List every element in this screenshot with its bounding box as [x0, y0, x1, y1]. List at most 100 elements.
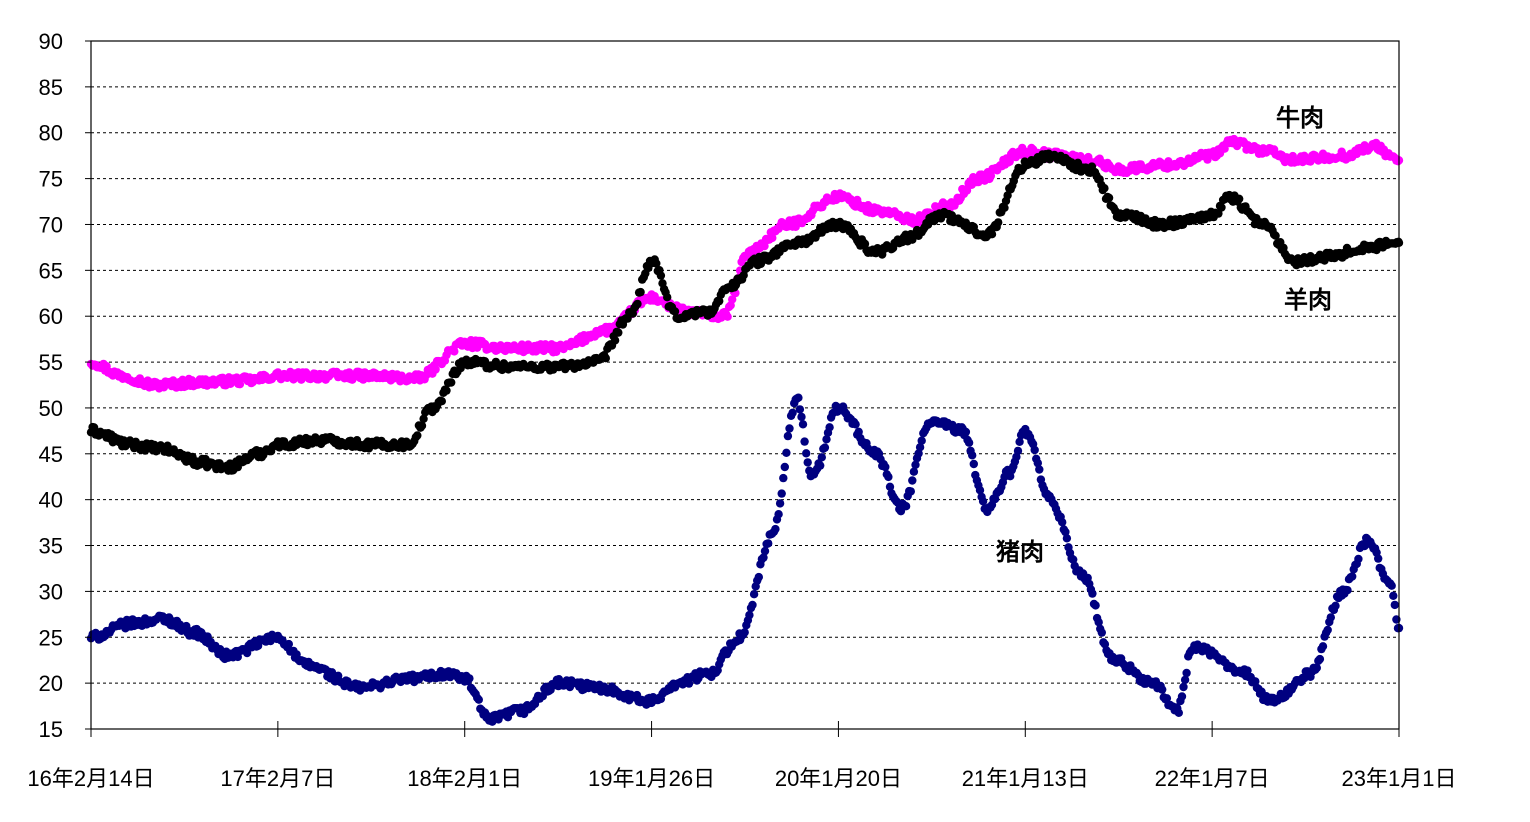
data-point — [465, 674, 474, 683]
data-point — [1162, 694, 1172, 703]
x-tick-label: 17年2月7日 — [220, 766, 335, 791]
data-point — [961, 427, 971, 437]
data-point — [1097, 628, 1107, 637]
data-point — [788, 408, 797, 417]
data-point — [1374, 554, 1383, 563]
y-tick-label: 45 — [39, 442, 63, 467]
y-tick-label: 75 — [39, 167, 63, 192]
x-tick-label: 21年1月13日 — [962, 766, 1089, 791]
data-point — [1331, 601, 1340, 610]
data-point — [914, 449, 923, 458]
x-tick-label: 16年2月14日 — [27, 766, 154, 791]
data-point — [978, 497, 988, 506]
data-point — [1217, 203, 1226, 212]
data-point — [901, 502, 911, 511]
data-point — [911, 460, 920, 469]
data-point — [1035, 465, 1044, 474]
data-point — [1100, 184, 1109, 193]
data-point — [1091, 601, 1100, 610]
data-point — [803, 458, 812, 467]
data-point — [242, 648, 252, 658]
data-point — [1058, 518, 1067, 527]
data-point — [1088, 589, 1097, 598]
data-point — [962, 186, 972, 195]
data-point — [851, 420, 860, 429]
data-point — [636, 287, 645, 297]
data-point — [1251, 677, 1260, 686]
data-point — [1069, 555, 1078, 564]
y-tick-label: 30 — [39, 579, 63, 604]
data-point — [797, 412, 806, 422]
data-point — [802, 449, 811, 458]
data-point — [800, 437, 809, 446]
data-point — [915, 443, 925, 452]
data-point — [715, 296, 724, 306]
data-point — [1013, 446, 1023, 456]
data-point — [822, 435, 831, 444]
grid-layer — [91, 86, 1399, 684]
data-point — [760, 546, 770, 556]
data-point — [1062, 534, 1072, 543]
data-point — [1182, 668, 1191, 678]
data-point — [652, 259, 661, 268]
data-point — [994, 218, 1003, 227]
data-point — [1180, 675, 1190, 685]
data-point — [906, 487, 915, 496]
data-point — [656, 271, 666, 280]
data-point — [759, 553, 768, 562]
y-tick-label: 15 — [39, 717, 63, 742]
data-point — [748, 600, 757, 610]
data-point — [860, 239, 870, 249]
data-point — [745, 610, 754, 620]
data-point — [969, 459, 978, 469]
x-tick-label: 18年2月1日 — [407, 766, 522, 791]
plot-frame — [90, 40, 1400, 730]
data-point — [447, 378, 456, 387]
data-point — [923, 220, 933, 229]
data-point — [670, 307, 680, 316]
data-point — [884, 472, 893, 482]
data-point — [1179, 682, 1188, 692]
y-tick-label: 90 — [39, 29, 63, 54]
data-point — [1343, 586, 1352, 595]
data-point — [1318, 642, 1328, 651]
data-point — [780, 462, 789, 472]
data-point — [1390, 600, 1400, 610]
data-point — [1323, 625, 1332, 635]
data-point — [825, 423, 834, 432]
data-point — [854, 427, 863, 436]
data-point — [1177, 692, 1187, 701]
data-point — [754, 572, 763, 582]
data-point — [218, 373, 227, 382]
data-point — [774, 510, 783, 519]
data-point — [450, 347, 459, 356]
data-point — [817, 453, 826, 462]
data-point — [1326, 613, 1336, 622]
data-point — [798, 420, 808, 429]
y-tick-label: 40 — [39, 488, 63, 513]
annotation-mutton: 羊肉 — [1284, 285, 1332, 314]
data-point — [768, 233, 777, 243]
data-point — [1005, 157, 1014, 166]
y-tick-label: 60 — [39, 304, 63, 329]
y-tick-label: 80 — [39, 121, 63, 146]
data-point — [1354, 554, 1363, 564]
data-point — [1315, 654, 1325, 664]
y-tick-label: 65 — [39, 258, 63, 283]
y-tick-label: 50 — [39, 396, 63, 421]
data-point — [779, 473, 788, 483]
data-point — [473, 343, 482, 352]
data-point — [413, 431, 422, 440]
x-tick-label: 20年1月20日 — [775, 766, 902, 791]
data-point — [1348, 572, 1357, 581]
data-point — [1312, 663, 1322, 673]
data-point — [1174, 708, 1184, 717]
data-point — [1000, 203, 1009, 212]
data-point — [1243, 666, 1252, 675]
data-point — [783, 431, 793, 441]
data-point — [1387, 581, 1396, 590]
y-tick-label: 55 — [39, 350, 63, 375]
series-2 — [86, 149, 1404, 475]
